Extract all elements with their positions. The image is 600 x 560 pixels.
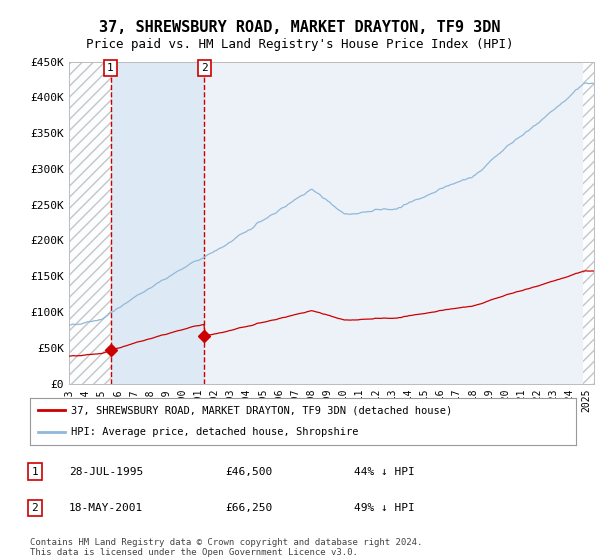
Bar xyxy=(583,62,594,384)
Text: Price paid vs. HM Land Registry's House Price Index (HPI): Price paid vs. HM Land Registry's House … xyxy=(86,38,514,51)
Bar xyxy=(69,62,110,384)
Text: 1: 1 xyxy=(31,466,38,477)
Text: 49% ↓ HPI: 49% ↓ HPI xyxy=(354,503,415,513)
Bar xyxy=(110,62,205,384)
Text: 2: 2 xyxy=(201,63,208,73)
Text: Contains HM Land Registry data © Crown copyright and database right 2024.
This d: Contains HM Land Registry data © Crown c… xyxy=(30,538,422,557)
Text: 1: 1 xyxy=(107,63,114,73)
Text: 2: 2 xyxy=(31,503,38,513)
Text: 28-JUL-1995: 28-JUL-1995 xyxy=(69,466,143,477)
Text: £66,250: £66,250 xyxy=(225,503,272,513)
Bar xyxy=(205,62,594,384)
Text: 37, SHREWSBURY ROAD, MARKET DRAYTON, TF9 3DN: 37, SHREWSBURY ROAD, MARKET DRAYTON, TF9… xyxy=(99,20,501,35)
Text: HPI: Average price, detached house, Shropshire: HPI: Average price, detached house, Shro… xyxy=(71,427,358,437)
Text: 37, SHREWSBURY ROAD, MARKET DRAYTON, TF9 3DN (detached house): 37, SHREWSBURY ROAD, MARKET DRAYTON, TF9… xyxy=(71,405,452,416)
Text: 18-MAY-2001: 18-MAY-2001 xyxy=(69,503,143,513)
Text: 44% ↓ HPI: 44% ↓ HPI xyxy=(354,466,415,477)
Text: £46,500: £46,500 xyxy=(225,466,272,477)
